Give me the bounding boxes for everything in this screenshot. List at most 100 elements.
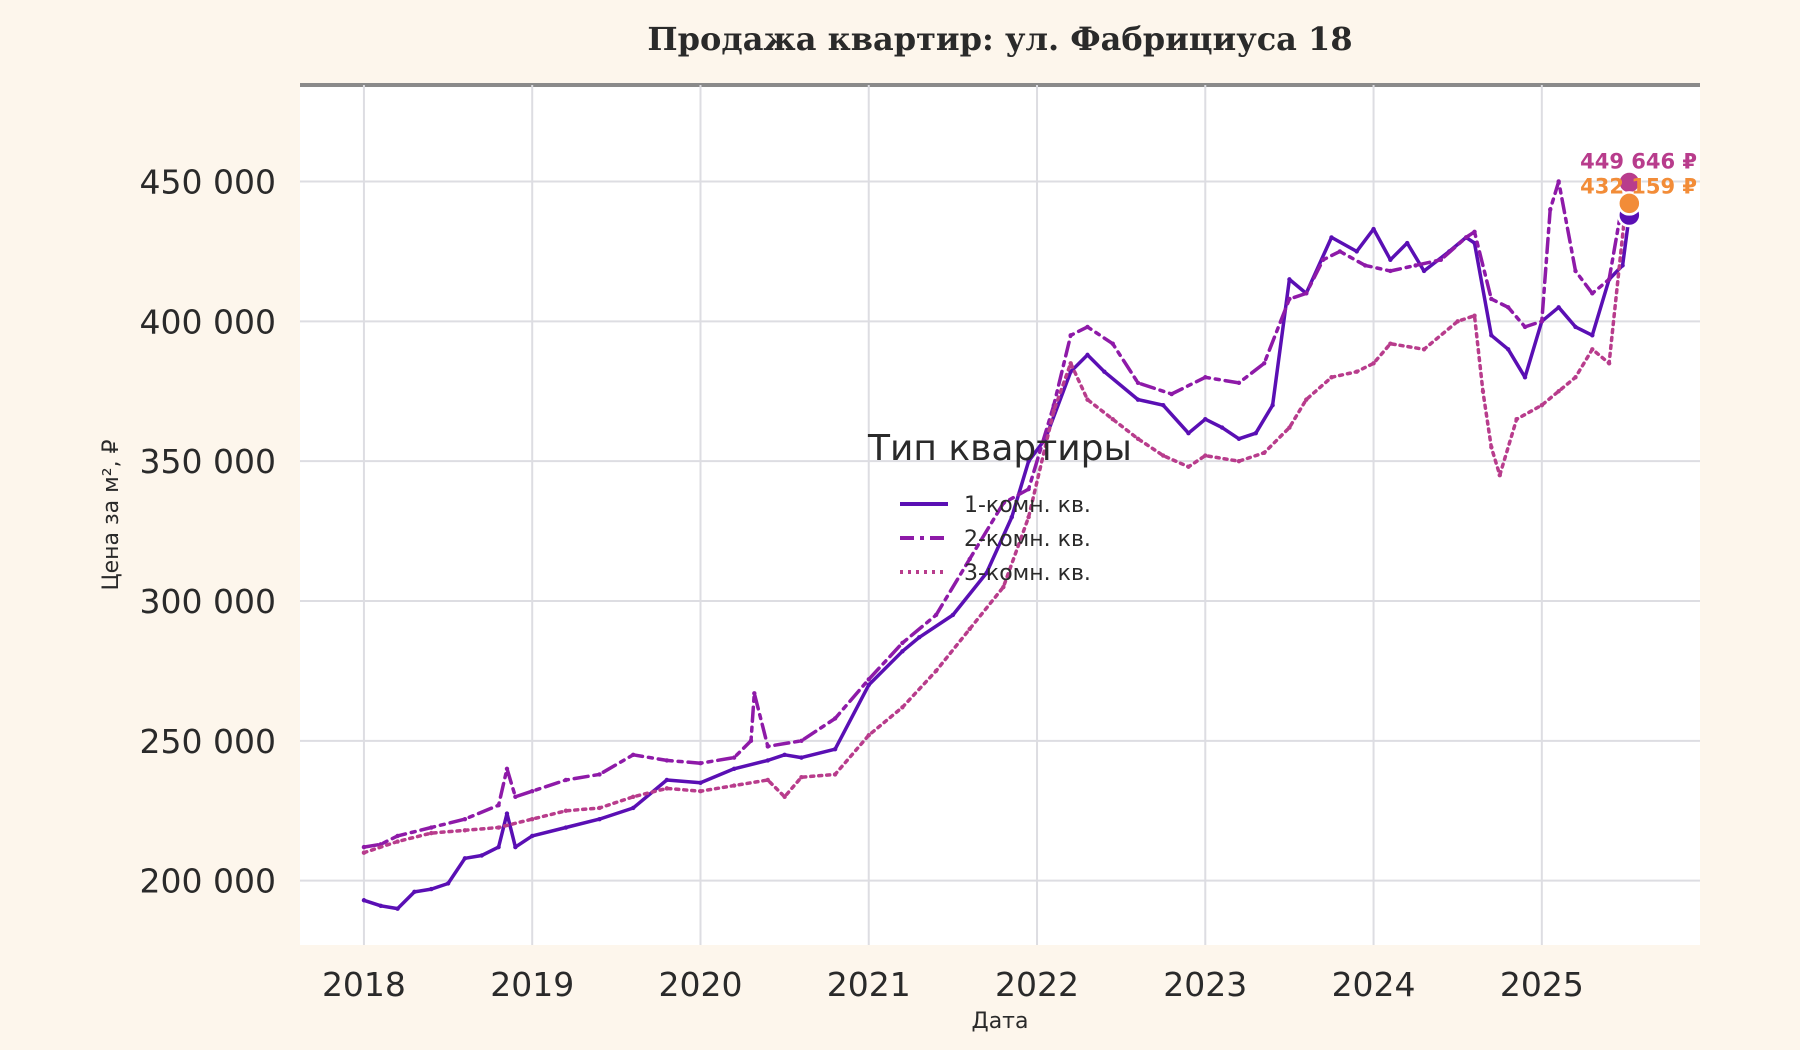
data-point bbox=[395, 906, 400, 911]
data-point bbox=[361, 844, 367, 850]
data-point bbox=[1388, 257, 1393, 262]
data-point bbox=[1505, 347, 1511, 352]
data-point bbox=[967, 556, 972, 562]
data-point bbox=[866, 677, 871, 682]
chart-title: Продажа квартир: ул. Фабрициуса 18 bbox=[647, 20, 1352, 58]
data-point bbox=[1620, 263, 1625, 268]
y-tick-label: 400 000 bbox=[140, 302, 276, 341]
data-point bbox=[1606, 361, 1612, 366]
end-marker bbox=[1617, 191, 1642, 216]
data-point bbox=[1329, 235, 1334, 240]
data-point bbox=[1287, 277, 1292, 282]
data-point bbox=[1472, 229, 1477, 235]
data-point bbox=[1463, 235, 1469, 240]
data-point bbox=[1514, 417, 1519, 422]
data-point bbox=[1362, 263, 1368, 268]
data-point bbox=[1001, 500, 1006, 506]
data-point bbox=[513, 794, 518, 799]
y-axis-label: Цена за м², ₽ bbox=[99, 439, 124, 590]
data-point bbox=[1354, 249, 1359, 254]
data-point bbox=[752, 691, 757, 696]
data-point bbox=[513, 844, 518, 850]
y-tick-label: 350 000 bbox=[140, 442, 276, 481]
data-point bbox=[799, 738, 804, 744]
legend-label: 2-комн. кв. bbox=[964, 527, 1091, 552]
plot-area-background bbox=[300, 85, 1700, 945]
data-point bbox=[1337, 249, 1343, 254]
data-point bbox=[563, 777, 569, 783]
data-point bbox=[1135, 397, 1141, 402]
data-point bbox=[782, 752, 787, 758]
data-point bbox=[462, 856, 468, 861]
data-point bbox=[1539, 403, 1545, 408]
data-point bbox=[1489, 333, 1494, 338]
x-tick-label: 2019 bbox=[490, 965, 574, 1004]
data-point bbox=[1329, 375, 1334, 380]
data-point bbox=[1068, 361, 1073, 366]
data-point bbox=[832, 716, 838, 721]
data-point bbox=[504, 811, 510, 816]
y-tick-label: 300 000 bbox=[140, 582, 276, 621]
data-point bbox=[1169, 391, 1174, 397]
data-point bbox=[1186, 464, 1191, 469]
data-point bbox=[563, 825, 569, 830]
legend-title: Тип квартиры bbox=[867, 428, 1132, 469]
legend-label: 3-комн. кв. bbox=[964, 561, 1091, 586]
x-tick-label: 2025 bbox=[1500, 965, 1584, 1004]
data-point bbox=[1489, 444, 1494, 450]
data-point bbox=[1085, 397, 1090, 402]
axis-layer: 200 000 250 000 300 000 350 000 400 000 450 0… bbox=[140, 162, 1584, 1004]
x-tick-label: 2021 bbox=[827, 965, 911, 1004]
data-point bbox=[1261, 450, 1267, 455]
data-point bbox=[445, 881, 451, 886]
data-point bbox=[504, 766, 510, 772]
data-point bbox=[1472, 313, 1477, 318]
series-layer bbox=[361, 179, 1632, 911]
data-point bbox=[1236, 380, 1242, 386]
data-point bbox=[1320, 257, 1326, 262]
data-point bbox=[597, 805, 602, 811]
x-tick-label: 2020 bbox=[658, 965, 742, 1004]
x-tick-label: 2024 bbox=[1332, 965, 1416, 1004]
data-point bbox=[1405, 240, 1410, 246]
data-point bbox=[984, 570, 989, 576]
data-point bbox=[1270, 403, 1275, 408]
data-point bbox=[462, 816, 468, 822]
data-point bbox=[664, 777, 670, 783]
data-point bbox=[1304, 397, 1309, 402]
data-point bbox=[900, 640, 905, 646]
data-point bbox=[1371, 361, 1376, 366]
data-point bbox=[900, 705, 905, 710]
data-point bbox=[1085, 324, 1090, 330]
data-point bbox=[1203, 417, 1208, 422]
grid-layer bbox=[300, 85, 1700, 945]
y-tick-label: 450 000 bbox=[140, 162, 276, 201]
x-axis-label: Дата bbox=[972, 1009, 1029, 1034]
data-point bbox=[1573, 268, 1578, 274]
data-point bbox=[563, 808, 569, 813]
data-point bbox=[1556, 179, 1561, 184]
data-point bbox=[1480, 389, 1486, 394]
data-point bbox=[395, 839, 400, 844]
data-point bbox=[1135, 380, 1141, 386]
data-point bbox=[1413, 263, 1418, 268]
end-value-label: 432 159 ₽ bbox=[1580, 174, 1697, 198]
data-point bbox=[1497, 472, 1502, 478]
data-point bbox=[799, 774, 804, 780]
data-point bbox=[1522, 324, 1528, 330]
data-point bbox=[530, 816, 535, 822]
data-point bbox=[1026, 458, 1031, 464]
data-point bbox=[361, 898, 367, 903]
data-point bbox=[479, 853, 484, 858]
data-point bbox=[1354, 369, 1359, 374]
data-point bbox=[1539, 319, 1545, 324]
data-point bbox=[698, 761, 703, 766]
data-point bbox=[1421, 347, 1427, 352]
data-point bbox=[866, 733, 871, 738]
data-point bbox=[1161, 403, 1166, 408]
data-point bbox=[1287, 425, 1292, 430]
data-point bbox=[630, 752, 636, 758]
data-point bbox=[378, 903, 383, 909]
x-tick-label: 2018 bbox=[322, 965, 406, 1004]
